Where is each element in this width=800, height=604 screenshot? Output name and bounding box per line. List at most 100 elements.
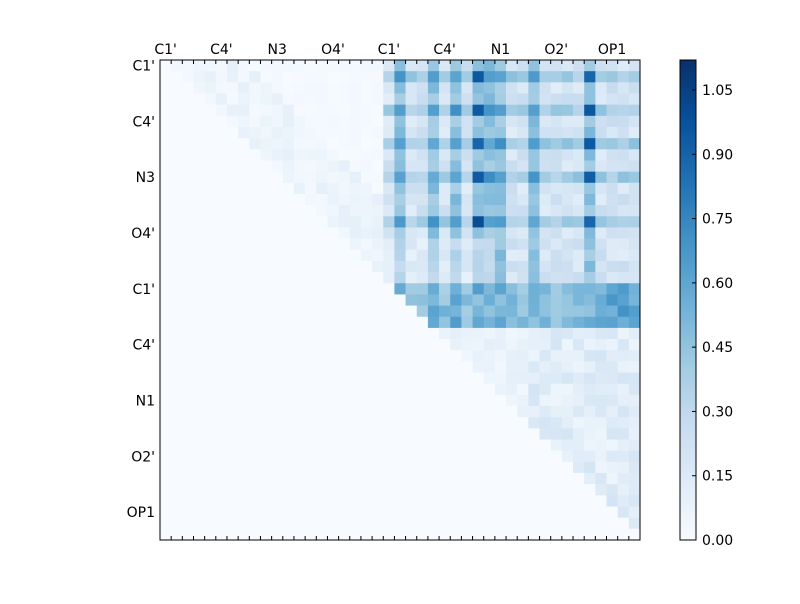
heatmap-cell	[238, 495, 250, 507]
heatmap-cell	[573, 517, 585, 530]
heatmap-cell	[506, 394, 518, 407]
heatmap-cell	[606, 327, 618, 340]
heatmap-cell	[550, 260, 563, 273]
heatmap-cell	[450, 249, 462, 262]
heatmap-cell	[483, 272, 496, 284]
heatmap-cell	[461, 461, 473, 474]
heatmap-cell	[539, 260, 551, 273]
heatmap-cell	[215, 193, 228, 206]
colorbar-gradient-slice	[680, 112, 696, 117]
heatmap-cell	[360, 484, 373, 496]
heatmap-cell	[293, 283, 306, 295]
heatmap-cell	[405, 227, 418, 239]
heatmap-cell	[316, 350, 328, 362]
heatmap-cell	[416, 372, 429, 385]
heatmap-cell	[215, 238, 228, 251]
heatmap-cell	[282, 82, 295, 94]
heatmap-cell	[561, 272, 574, 284]
heatmap-cell	[383, 216, 395, 228]
heatmap-cell	[215, 182, 228, 195]
colorbar-gradient-slice	[680, 232, 696, 237]
heatmap-cell	[282, 350, 295, 362]
heatmap-cell	[506, 484, 518, 496]
heatmap-cell	[539, 138, 551, 150]
heatmap-cell	[215, 272, 228, 284]
heatmap-cell	[550, 71, 563, 83]
heatmap-cell	[171, 394, 183, 407]
heatmap-cell	[617, 450, 630, 463]
heatmap-cell	[160, 249, 172, 262]
heatmap-cell	[405, 182, 418, 195]
heatmap-cell	[561, 484, 574, 496]
heatmap-cell	[506, 428, 518, 440]
heatmap-cell	[439, 327, 451, 340]
heatmap-cell	[282, 528, 295, 541]
heatmap-cell	[617, 484, 630, 496]
colorbar-gradient-slice	[680, 340, 696, 345]
heatmap-cell	[372, 450, 384, 463]
colorbar-gradient-slice	[680, 192, 696, 197]
colorbar-gradient-slice	[680, 424, 696, 429]
colorbar-gradient-slice	[680, 212, 696, 217]
heatmap-cell	[372, 506, 384, 518]
heatmap-cell	[595, 205, 607, 217]
heatmap-cell	[171, 361, 183, 373]
heatmap-cell	[427, 428, 440, 440]
heatmap-cell	[171, 428, 183, 440]
colorbar-gradient-slice	[680, 64, 696, 69]
heatmap-cell	[439, 71, 451, 83]
heatmap-cell	[617, 193, 630, 206]
heatmap-cell	[628, 82, 641, 94]
heatmap-cell	[628, 406, 641, 418]
heatmap-cell	[416, 406, 429, 418]
heatmap-cell	[238, 350, 250, 362]
heatmap-cell	[539, 372, 551, 385]
heatmap-cell	[517, 528, 529, 541]
heatmap-cell	[271, 450, 284, 463]
heatmap-cell	[528, 60, 540, 72]
heatmap-cell	[372, 238, 384, 251]
heatmap-cell	[305, 495, 317, 507]
heatmap-cell	[260, 417, 272, 429]
heatmap-cell	[539, 149, 551, 161]
colorbar-gradient-slice	[680, 104, 696, 109]
heatmap-cell	[160, 461, 172, 474]
heatmap-cell	[271, 316, 284, 329]
heatmap-cell	[305, 439, 317, 451]
heatmap-cell	[282, 60, 295, 72]
heatmap-cell	[383, 104, 395, 117]
heatmap-cell	[550, 227, 563, 239]
heatmap-cell	[617, 216, 630, 228]
colorbar-gradient-slice	[680, 396, 696, 401]
heatmap-cell	[193, 283, 205, 295]
heatmap-cell	[271, 484, 284, 496]
heatmap-cell	[160, 350, 172, 362]
heatmap-cell	[360, 249, 373, 262]
heatmap-cell	[573, 528, 585, 541]
heatmap-cell	[215, 283, 228, 295]
colorbar-gradient-slice	[680, 164, 696, 169]
heatmap-cell	[360, 327, 373, 340]
heatmap-cell	[204, 115, 217, 128]
heatmap-cell	[561, 238, 574, 251]
heatmap-cell	[160, 138, 172, 150]
heatmap-cell	[450, 484, 462, 496]
heatmap-cell	[305, 361, 317, 373]
heatmap-cell	[472, 71, 485, 83]
heatmap-cell	[561, 439, 574, 451]
heatmap-cells	[160, 60, 641, 541]
heatmap-cell	[293, 171, 306, 184]
heatmap-cell	[561, 473, 574, 485]
heatmap-cell	[617, 461, 630, 474]
colorbar-gradient-slice	[680, 388, 696, 393]
heatmap-cell	[606, 126, 618, 139]
heatmap-cell	[327, 417, 339, 429]
colorbar-gradient-slice	[680, 308, 696, 313]
heatmap-cell	[171, 104, 183, 117]
colorbar-gradient-slice	[680, 124, 696, 129]
heatmap-cell	[506, 417, 518, 429]
heatmap-cell	[394, 495, 406, 507]
heatmap-cell	[293, 82, 306, 94]
heatmap-cell	[561, 227, 574, 239]
x-tick-label: C1'	[378, 42, 401, 58]
